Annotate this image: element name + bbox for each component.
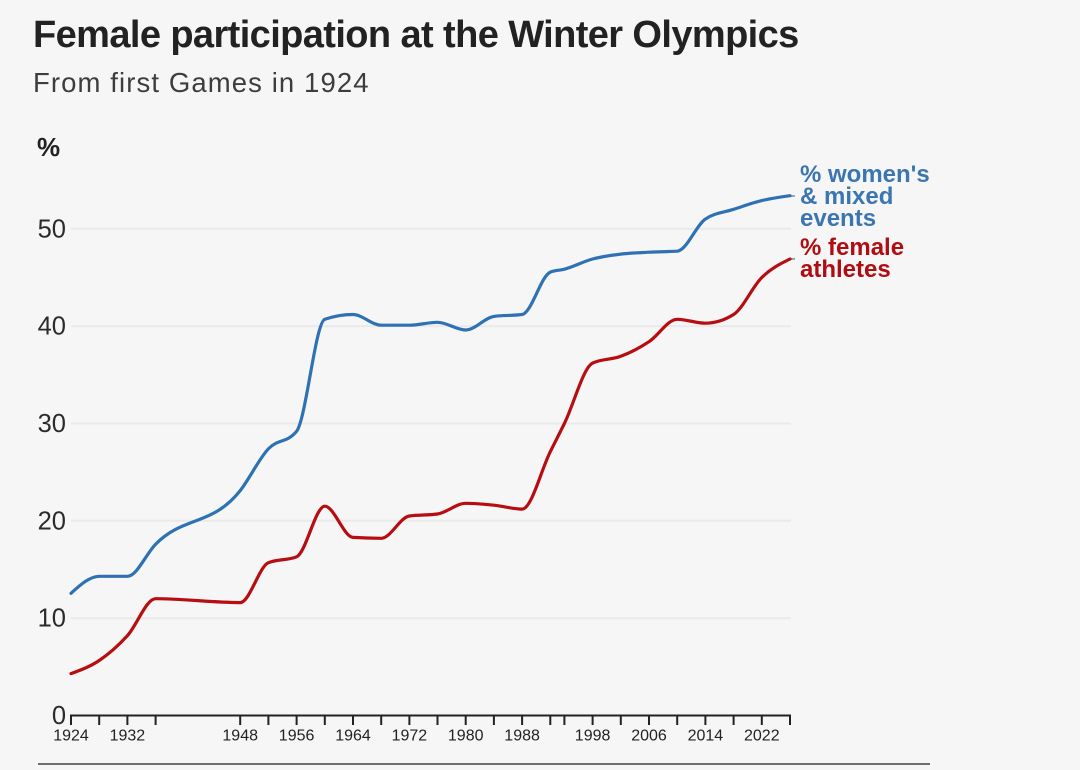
svg-text:1988: 1988 (504, 728, 540, 745)
svg-text:1972: 1972 (392, 728, 428, 745)
svg-text:10: 10 (38, 605, 66, 633)
svg-text:0: 0 (52, 702, 66, 730)
svg-text:1956: 1956 (279, 728, 315, 745)
svg-text:1932: 1932 (110, 728, 146, 745)
svg-text:1948: 1948 (222, 728, 258, 745)
svg-text:1964: 1964 (335, 728, 371, 745)
svg-text:50: 50 (38, 215, 66, 243)
svg-text:1924: 1924 (53, 728, 89, 745)
svg-text:2014: 2014 (688, 728, 724, 745)
svg-text:20: 20 (38, 507, 66, 535)
svg-text:1998: 1998 (575, 728, 611, 745)
svg-text:40: 40 (38, 313, 66, 341)
svg-text:2022: 2022 (744, 728, 780, 745)
svg-text:30: 30 (38, 410, 66, 438)
svg-text:1980: 1980 (448, 728, 484, 745)
svg-text:2006: 2006 (631, 728, 667, 745)
